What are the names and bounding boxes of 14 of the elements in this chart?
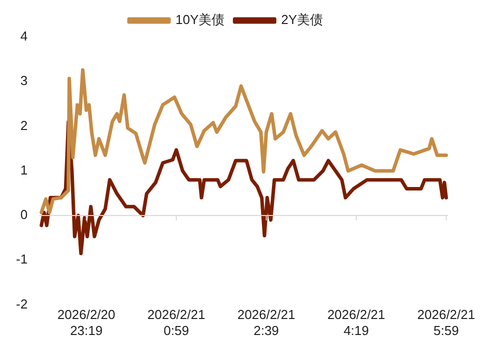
y-tick-label: -1 <box>16 252 28 267</box>
y-tick-label: 1 <box>20 162 28 178</box>
y-tick-label: 0 <box>20 207 28 222</box>
x-tick-label: 2026/2/21 4:19 <box>327 307 386 338</box>
x-tick-label: 2026/2/21 0:59 <box>147 307 206 338</box>
legend-label: 2Y美债 <box>281 12 324 28</box>
legend-label: 10Y美债 <box>175 12 225 28</box>
y-tick-label: 3 <box>20 73 28 88</box>
x-tick-label: 2026/2/21 2:39 <box>237 307 296 338</box>
x-tick-label: 2026/2/21 5:59 <box>417 307 476 338</box>
y-tick-label: 2 <box>20 118 28 133</box>
y-tick-label: -2 <box>16 296 28 312</box>
x-tick-label: 2026/2/20 23:19 <box>57 307 116 338</box>
y-tick-label: 4 <box>20 28 28 44</box>
